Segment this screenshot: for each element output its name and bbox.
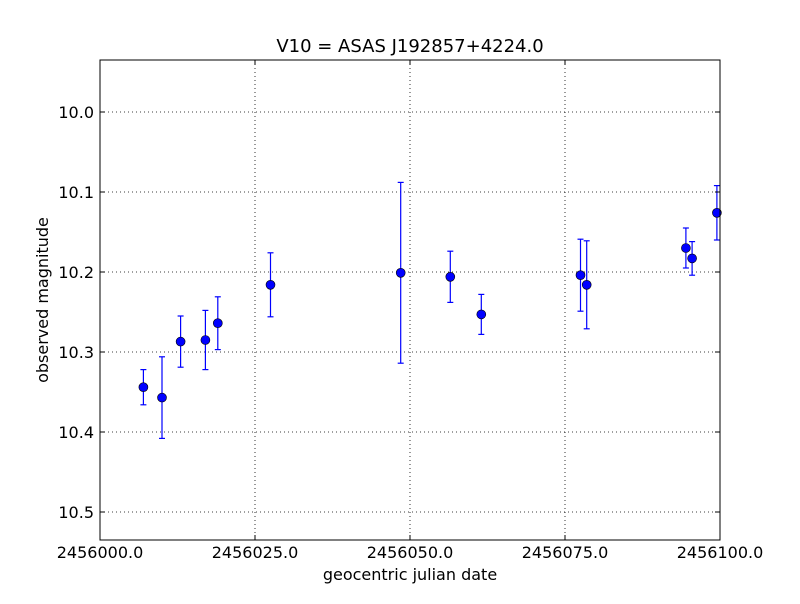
data-point: [687, 253, 697, 264]
data-point: [712, 208, 722, 218]
data-point-group: [687, 241, 697, 276]
data-point-group: [265, 252, 276, 318]
data-point: [445, 271, 456, 282]
data-point-group: [445, 250, 456, 303]
data-point-group: [213, 296, 223, 351]
data-point: [157, 392, 167, 403]
data-point: [138, 382, 149, 393]
data-point-group: [476, 293, 487, 335]
data-point: [175, 336, 186, 347]
y-tick-label: 10.5: [58, 503, 94, 522]
x-tick-label: 2456050.0: [367, 543, 454, 562]
x-tick-label: 2456100.0: [677, 543, 764, 562]
data-point: [213, 318, 223, 329]
data-point-group: [138, 369, 149, 406]
data-point-group: [157, 356, 167, 439]
data-point: [395, 267, 406, 278]
x-tick-label: 2456000.0: [57, 543, 144, 562]
y-tick-label: 10.2: [58, 263, 94, 282]
data-point: [476, 309, 487, 320]
data-point-group: [712, 185, 722, 241]
data-point: [575, 270, 586, 281]
x-tick-label: 2456075.0: [522, 543, 609, 562]
data-point-group: [200, 309, 211, 371]
data-point-group: [575, 238, 586, 312]
data-point-group: [395, 181, 406, 364]
tick-layer: 2456000.0 2456025.0 2456050.0 2456075.0 2456…: [57, 60, 764, 562]
data-point: [265, 279, 276, 290]
x-tick-label: 2456025.0: [212, 543, 299, 562]
y-tick-label: 10.4: [58, 423, 94, 442]
y-axis-label: observed magnitude: [33, 217, 52, 383]
data-point-group: [581, 240, 592, 330]
data-point: [200, 335, 211, 345]
data-layer: [138, 181, 722, 439]
data-point: [581, 279, 592, 290]
data-point-group: [681, 227, 691, 269]
y-tick-label: 10.0: [58, 103, 94, 122]
data-point-group: [175, 315, 186, 368]
y-tick-label: 10.3: [58, 343, 94, 362]
y-tick-label: 10.1: [58, 183, 94, 202]
data-point: [681, 243, 691, 253]
grid-layer: [99, 60, 721, 540]
x-axis-label: geocentric julian date: [323, 565, 497, 584]
chart-title: V10 = ASAS J192857+4224.0: [276, 36, 543, 57]
